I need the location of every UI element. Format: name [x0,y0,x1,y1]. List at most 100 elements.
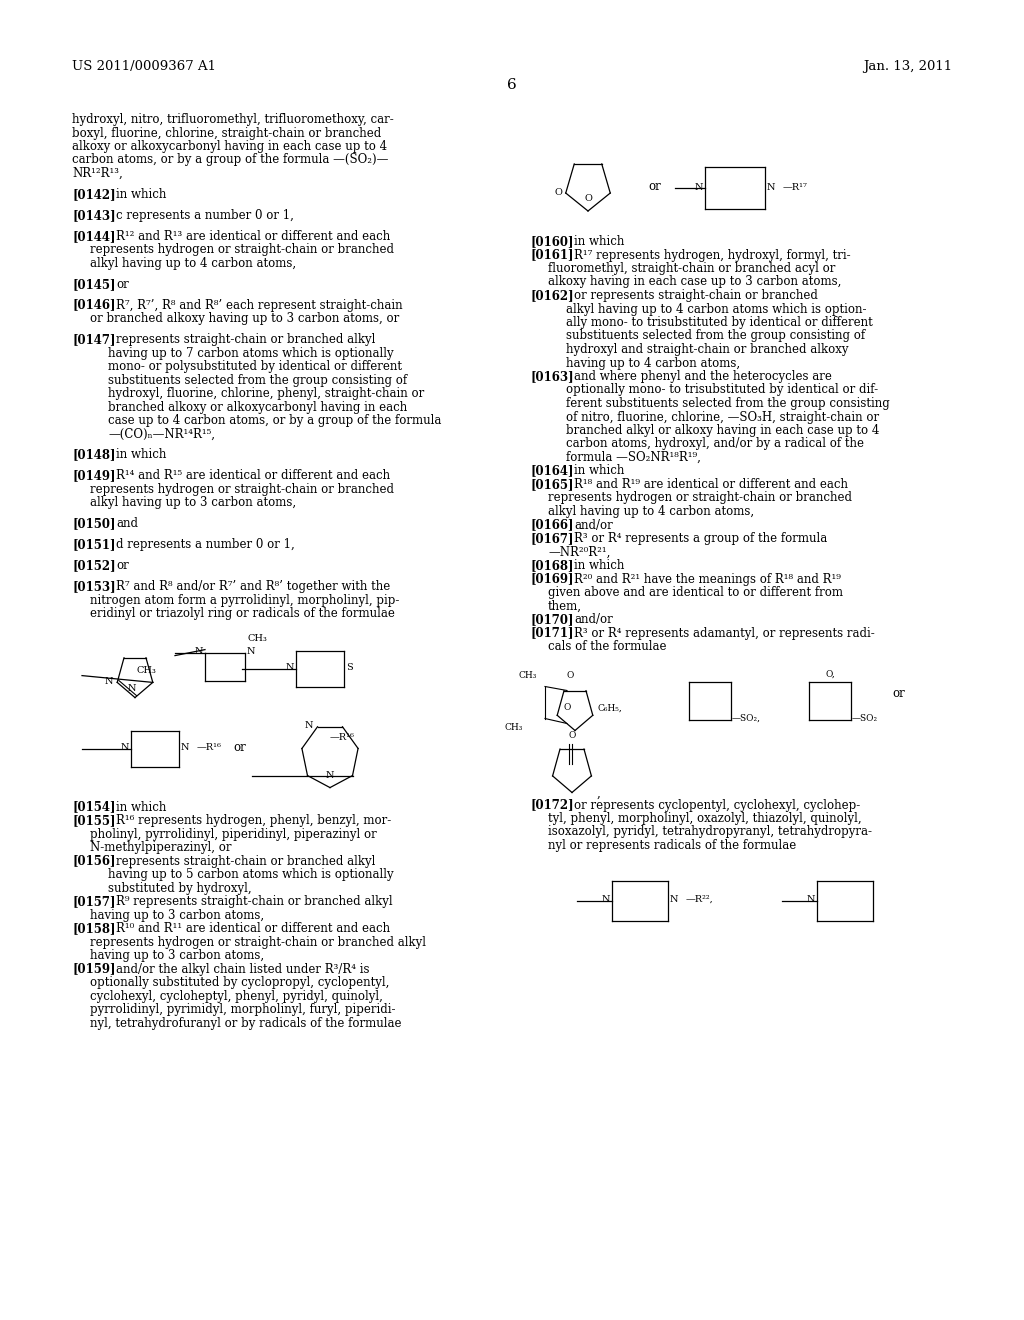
Text: nyl or represents radicals of the formulae: nyl or represents radicals of the formul… [548,840,797,851]
Text: [0148]: [0148] [72,449,116,462]
Text: O: O [584,194,592,203]
Text: [0147]: [0147] [72,333,116,346]
Text: in which: in which [574,465,625,478]
Text: [0143]: [0143] [72,209,116,222]
Text: O: O [555,187,563,197]
Text: nitrogen atom form a pyrrolidinyl, morpholinyl, pip-: nitrogen atom form a pyrrolidinyl, morph… [90,594,399,607]
Text: [0164]: [0164] [530,465,573,478]
Text: N: N [195,647,203,656]
Text: R¹⁷ represents hydrogen, hydroxyl, formyl, tri-: R¹⁷ represents hydrogen, hydroxyl, formy… [574,248,851,261]
Text: or represents straight-chain or branched: or represents straight-chain or branched [574,289,818,302]
Text: C₆H₅,: C₆H₅, [597,704,622,713]
Text: in which: in which [574,558,625,572]
Text: 6: 6 [507,78,517,92]
Text: represents hydrogen or straight-chain or branched: represents hydrogen or straight-chain or… [548,491,852,504]
Text: [0158]: [0158] [72,923,116,935]
Text: [0166]: [0166] [530,519,573,532]
Text: Jan. 13, 2011: Jan. 13, 2011 [863,59,952,73]
Text: hydroxyl, fluorine, chlorine, phenyl, straight-chain or: hydroxyl, fluorine, chlorine, phenyl, st… [108,387,424,400]
Text: and: and [116,517,138,531]
Text: [0162]: [0162] [530,289,573,302]
Text: formula —SO₂NR¹⁸R¹⁹,: formula —SO₂NR¹⁸R¹⁹, [566,451,700,465]
Text: alkoxy having in each case up to 3 carbon atoms,: alkoxy having in each case up to 3 carbo… [548,276,842,289]
Text: —R¹⁶: —R¹⁶ [197,743,222,752]
Text: hydroxyl and straight-chain or branched alkoxy: hydroxyl and straight-chain or branched … [566,343,849,356]
Text: [0171]: [0171] [530,627,573,639]
Text: having up to 5 carbon atoms which is optionally: having up to 5 carbon atoms which is opt… [108,869,393,882]
Text: R³ or R⁴ represents adamantyl, or represents radi-: R³ or R⁴ represents adamantyl, or repres… [574,627,874,639]
Text: R¹⁶ represents hydrogen, phenyl, benzyl, mor-: R¹⁶ represents hydrogen, phenyl, benzyl,… [116,814,391,828]
Text: represents hydrogen or straight-chain or branched: represents hydrogen or straight-chain or… [90,483,394,496]
Text: of nitro, fluorine, chlorine, —SO₃H, straight-chain or: of nitro, fluorine, chlorine, —SO₃H, str… [566,411,880,424]
Text: [0161]: [0161] [530,248,573,261]
Text: [0163]: [0163] [530,370,573,383]
Text: substituents selected from the group consisting of: substituents selected from the group con… [566,330,865,342]
Text: having up to 3 carbon atoms,: having up to 3 carbon atoms, [90,949,264,962]
Text: R¹⁴ and R¹⁵ are identical or different and each: R¹⁴ and R¹⁵ are identical or different a… [116,470,390,482]
Text: isoxazolyl, pyridyl, tetrahydropyranyl, tetrahydropyra-: isoxazolyl, pyridyl, tetrahydropyranyl, … [548,825,872,838]
Text: cals of the formulae: cals of the formulae [548,640,667,653]
Text: NR¹²R¹³,: NR¹²R¹³, [72,168,123,180]
Text: [0155]: [0155] [72,814,116,828]
Text: carbon atoms, or by a group of the formula —(SO₂)⁣—: carbon atoms, or by a group of the formu… [72,153,388,166]
Text: O: O [568,731,575,741]
Text: branched alkyl or alkoxy having in each case up to 4: branched alkyl or alkoxy having in each … [566,424,880,437]
Text: d represents a number 0 or 1,: d represents a number 0 or 1, [116,539,295,552]
Text: boxyl, fluorine, chlorine, straight-chain or branched: boxyl, fluorine, chlorine, straight-chai… [72,127,381,140]
Text: [0145]: [0145] [72,277,116,290]
Text: or: or [648,180,660,193]
Text: c represents a number 0 or 1,: c represents a number 0 or 1, [116,209,294,222]
Text: alkoxy or alkoxycarbonyl having in each case up to 4: alkoxy or alkoxycarbonyl having in each … [72,140,387,153]
Text: eridinyl or triazolyl ring or radicals of the formulae: eridinyl or triazolyl ring or radicals o… [90,607,395,620]
Text: substituted by hydroxyl,: substituted by hydroxyl, [108,882,252,895]
Text: N: N [807,895,815,904]
Text: N: N [121,743,129,752]
Text: or represents cyclopentyl, cyclohexyl, cyclohep-: or represents cyclopentyl, cyclohexyl, c… [574,799,860,812]
Text: R¹² and R¹³ are identical or different and each: R¹² and R¹³ are identical or different a… [116,230,390,243]
Text: nyl, tetrahydrofuranyl or by radicals of the formulae: nyl, tetrahydrofuranyl or by radicals of… [90,1016,401,1030]
Text: O,: O, [825,669,835,678]
Text: and/or: and/or [574,612,612,626]
Text: in which: in which [116,801,166,813]
Text: CH₃: CH₃ [518,672,537,681]
Text: cyclohexyl, cycloheptyl, phenyl, pyridyl, quinolyl,: cyclohexyl, cycloheptyl, phenyl, pyridyl… [90,990,383,1003]
Text: [0142]: [0142] [72,187,116,201]
Text: or: or [116,277,129,290]
Text: R⁹ represents straight-chain or branched alkyl: R⁹ represents straight-chain or branched… [116,895,392,908]
Text: N: N [326,771,334,780]
Text: and/or the alkyl chain listed under R³/R⁴ is: and/or the alkyl chain listed under R³/R… [116,962,370,975]
Text: CH₃: CH₃ [248,634,268,643]
Text: optionally mono- to trisubstituted by identical or dif-: optionally mono- to trisubstituted by id… [566,384,879,396]
Text: hydroxyl, nitro, trifluoromethyl, trifluoromethoxy, car-: hydroxyl, nitro, trifluoromethyl, triflu… [72,114,394,125]
Text: —SO₂,: —SO₂, [732,714,761,723]
Text: —SO₂: —SO₂ [852,714,879,723]
Text: mono- or polysubstituted by identical or different: mono- or polysubstituted by identical or… [108,360,402,374]
Text: optionally substituted by cyclopropyl, cyclopentyl,: optionally substituted by cyclopropyl, c… [90,975,389,989]
Text: O: O [566,672,573,681]
Text: represents straight-chain or branched alkyl: represents straight-chain or branched al… [116,854,376,867]
Text: —R²²,: —R²², [686,895,714,904]
Text: and/or: and/or [574,519,612,532]
Text: given above and are identical to or different from: given above and are identical to or diff… [548,586,843,599]
Text: and where phenyl and the heterocycles are: and where phenyl and the heterocycles ar… [574,370,831,383]
Text: [0169]: [0169] [530,573,573,586]
Text: [0144]: [0144] [72,230,116,243]
Text: N: N [305,721,313,730]
Text: CH₃: CH₃ [136,665,156,675]
Text: or: or [892,686,905,700]
Text: [0151]: [0151] [72,539,116,552]
Text: represents straight-chain or branched alkyl: represents straight-chain or branched al… [116,333,376,346]
Text: branched alkoxy or alkoxycarbonyl having in each: branched alkoxy or alkoxycarbonyl having… [108,400,408,413]
Text: alkyl having up to 4 carbon atoms which is option-: alkyl having up to 4 carbon atoms which … [566,302,866,315]
Text: or: or [233,741,246,754]
Text: N: N [694,182,703,191]
Text: R¹⁰ and R¹¹ are identical or different and each: R¹⁰ and R¹¹ are identical or different a… [116,923,390,935]
Text: [0150]: [0150] [72,517,116,531]
Text: [0165]: [0165] [530,478,573,491]
Text: —NR²⁰R²¹,: —NR²⁰R²¹, [548,545,610,558]
Text: [0160]: [0160] [530,235,573,248]
Text: [0159]: [0159] [72,962,116,975]
Text: N-methylpiperazinyl, or: N-methylpiperazinyl, or [90,841,231,854]
Text: carbon atoms, hydroxyl, and/or by a radical of the: carbon atoms, hydroxyl, and/or by a radi… [566,437,864,450]
Text: case up to 4 carbon atoms, or by a group of the formula: case up to 4 carbon atoms, or by a group… [108,414,441,428]
